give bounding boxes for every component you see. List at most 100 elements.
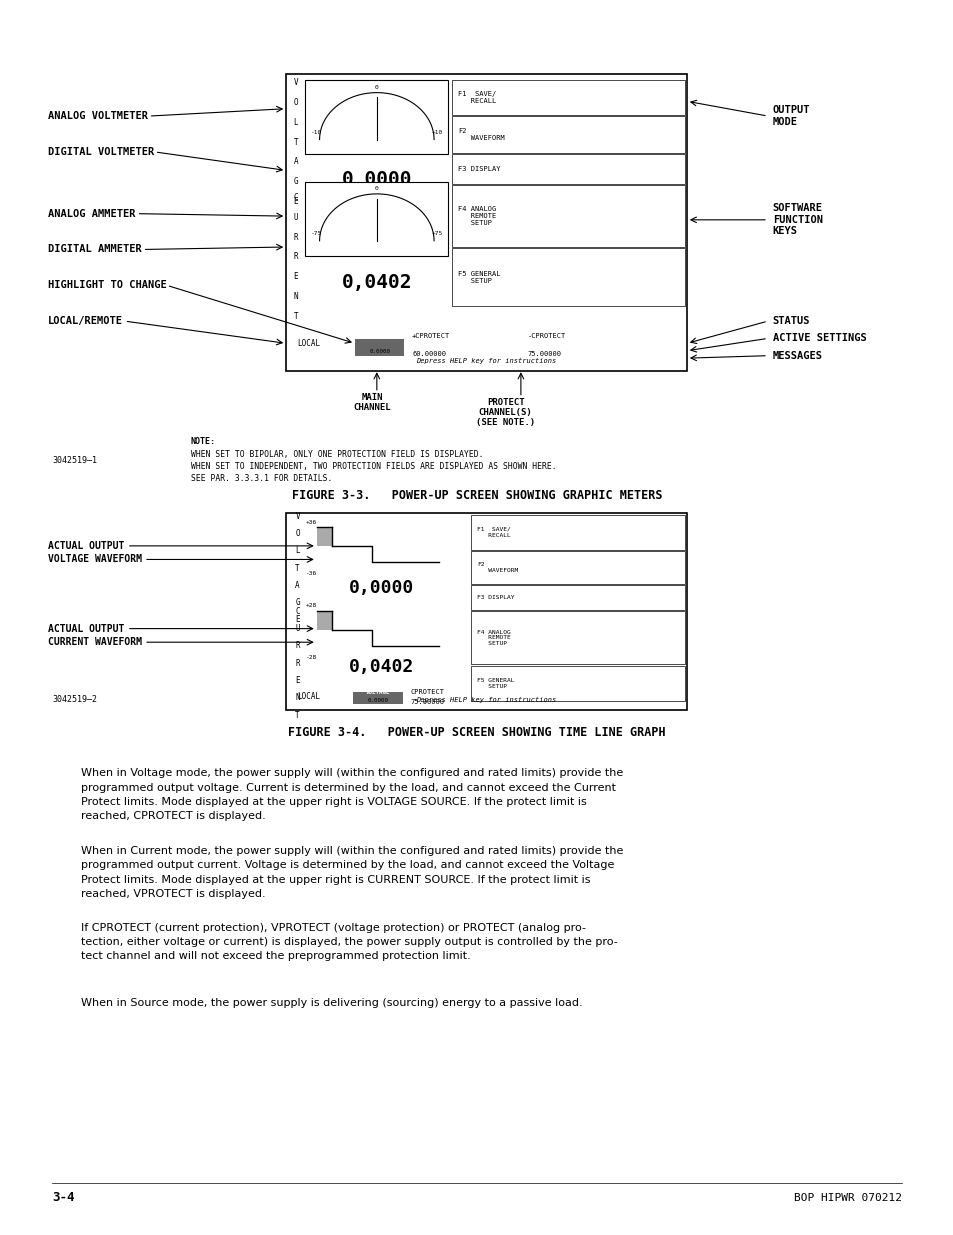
- Bar: [353, 692, 402, 704]
- Bar: [305, 80, 448, 154]
- Text: C: C: [294, 193, 297, 203]
- Text: T: T: [294, 137, 297, 147]
- Bar: [316, 611, 332, 630]
- Text: T: T: [295, 563, 299, 573]
- Text: When in Source mode, the power supply is delivering (sourcing) energy to a passi: When in Source mode, the power supply is…: [81, 998, 582, 1008]
- Text: VOLTAGE: VOLTAGE: [547, 89, 597, 101]
- Text: E: E: [295, 615, 299, 625]
- Text: If CPROTECT (current protection), VPROTECT (voltage protection) or PROTECT (anal: If CPROTECT (current protection), VPROTE…: [81, 923, 618, 961]
- Bar: [452, 185, 684, 247]
- Text: A: A: [294, 157, 297, 167]
- Text: 0.0000: 0.0000: [369, 350, 390, 354]
- Text: E: E: [294, 196, 297, 206]
- Text: 0.0000: 0.0000: [367, 698, 388, 703]
- Text: NOTE:: NOTE:: [191, 437, 215, 446]
- Text: +75: +75: [431, 231, 442, 236]
- Text: L: L: [294, 117, 297, 127]
- Text: V: V: [294, 78, 297, 88]
- Text: SEE PAR. 3.3.3.1 FOR DETAILS.: SEE PAR. 3.3.3.1 FOR DETAILS.: [191, 474, 332, 483]
- Text: PROTECT
CHANNEL(S)
(SEE NOTE.): PROTECT CHANNEL(S) (SEE NOTE.): [476, 398, 535, 427]
- Text: STATUS: STATUS: [772, 316, 809, 326]
- Text: When in Voltage mode, the power supply will (within the configured and rated lim: When in Voltage mode, the power supply w…: [81, 768, 622, 821]
- Text: SOFTWARE
FUNCTION
KEYS: SOFTWARE FUNCTION KEYS: [772, 204, 821, 236]
- Text: E: E: [294, 272, 297, 282]
- Text: F4 ANALOG
   REMOTE
   SETUP: F4 ANALOG REMOTE SETUP: [457, 206, 496, 226]
- Text: F5 GENERAL
   SETUP: F5 GENERAL SETUP: [476, 678, 514, 689]
- Text: E: E: [295, 676, 299, 685]
- Text: 0: 0: [375, 186, 378, 191]
- Text: R: R: [295, 641, 299, 651]
- Text: HIGHLIGHT TO CHANGE: HIGHLIGHT TO CHANGE: [48, 280, 166, 290]
- Text: -CPROTECT: -CPROTECT: [527, 333, 565, 340]
- Text: ACTIVE SETTINGS: ACTIVE SETTINGS: [772, 333, 865, 343]
- Text: CPROTECT: CPROTECT: [410, 689, 444, 695]
- Bar: [305, 182, 448, 256]
- Text: F1  SAVE/
   RECALL: F1 SAVE/ RECALL: [457, 91, 496, 104]
- Text: V: V: [295, 511, 299, 521]
- Bar: [471, 551, 684, 584]
- Text: T: T: [295, 710, 299, 720]
- Text: -28: -28: [306, 655, 317, 659]
- Text: 0: 0: [375, 85, 378, 90]
- Text: F2
   WAVEFORM: F2 WAVEFORM: [476, 562, 517, 573]
- Bar: [316, 527, 332, 546]
- Text: +36: +36: [306, 520, 317, 525]
- Text: 75.00000: 75.00000: [410, 699, 444, 705]
- Text: LOCAL: LOCAL: [297, 340, 320, 348]
- Text: R: R: [294, 232, 297, 242]
- Bar: [286, 513, 686, 710]
- Text: F3 DISPLAY: F3 DISPLAY: [457, 167, 500, 172]
- Bar: [452, 248, 684, 306]
- Text: VOLTAGE: VOLTAGE: [557, 521, 606, 534]
- Text: F3 DISPLAY: F3 DISPLAY: [476, 595, 514, 600]
- Text: ANALOG AMMETER: ANALOG AMMETER: [48, 209, 135, 219]
- Text: MAIN
CHANNEL: MAIN CHANNEL: [353, 393, 391, 412]
- Text: F5 GENERAL
   SETUP: F5 GENERAL SETUP: [457, 270, 500, 284]
- Text: 3042519–2: 3042519–2: [52, 694, 97, 704]
- Bar: [471, 666, 684, 701]
- Text: 0,0000: 0,0000: [341, 169, 412, 189]
- Text: 60.00000: 60.00000: [412, 351, 446, 357]
- Text: G: G: [294, 177, 297, 186]
- Text: OUTPUT
MODE: OUTPUT MODE: [772, 105, 809, 127]
- Text: ACTUAL OUTPUT: ACTUAL OUTPUT: [48, 541, 124, 551]
- Text: VOLTAGE: VOLTAGE: [367, 335, 392, 340]
- Text: R: R: [295, 658, 299, 668]
- Text: 3-4: 3-4: [52, 1192, 75, 1204]
- Text: O: O: [294, 98, 297, 107]
- Text: VOLTAGE WAVEFORM: VOLTAGE WAVEFORM: [48, 555, 142, 564]
- Text: SOURCE: SOURCE: [551, 105, 593, 117]
- Text: +28: +28: [306, 603, 317, 608]
- Text: L: L: [295, 546, 299, 556]
- Text: 0,0402: 0,0402: [349, 658, 414, 676]
- Text: FIGURE 3-3.   POWER-UP SCREEN SHOWING GRAPHIC METERS: FIGURE 3-3. POWER-UP SCREEN SHOWING GRAP…: [292, 489, 661, 503]
- Bar: [452, 154, 684, 184]
- Bar: [471, 515, 684, 550]
- Text: 75.00000: 75.00000: [527, 351, 561, 357]
- Text: BOP HIPWR 070212: BOP HIPWR 070212: [793, 1193, 901, 1203]
- Text: LOCAL/REMOTE: LOCAL/REMOTE: [48, 316, 123, 326]
- Text: F4 ANALOG
   REMOTE
   SETUP: F4 ANALOG REMOTE SETUP: [476, 630, 510, 646]
- Text: +10: +10: [431, 130, 442, 135]
- Text: ACTUAL OUTPUT: ACTUAL OUTPUT: [48, 624, 124, 634]
- Text: N: N: [295, 693, 299, 703]
- Text: CURRENT WAVEFORM: CURRENT WAVEFORM: [48, 637, 142, 647]
- Text: Depress HELP key for instructions: Depress HELP key for instructions: [416, 358, 557, 363]
- Bar: [471, 585, 684, 610]
- Text: -75: -75: [311, 231, 322, 236]
- Bar: [471, 611, 684, 664]
- Text: C: C: [295, 606, 299, 616]
- Text: -36: -36: [306, 571, 317, 576]
- Text: F2
   WAVEFORM: F2 WAVEFORM: [457, 128, 504, 141]
- Text: A: A: [295, 580, 299, 590]
- Text: -10: -10: [311, 130, 322, 135]
- Bar: [452, 80, 684, 115]
- Text: FIGURE 3-4.   POWER-UP SCREEN SHOWING TIME LINE GRAPH: FIGURE 3-4. POWER-UP SCREEN SHOWING TIME…: [288, 726, 665, 740]
- Text: DIGITAL AMMETER: DIGITAL AMMETER: [48, 245, 141, 254]
- Text: T: T: [294, 311, 297, 321]
- Text: WHEN SET TO INDEPENDENT, TWO PROTECTION FIELDS ARE DISPLAYED AS SHOWN HERE.: WHEN SET TO INDEPENDENT, TWO PROTECTION …: [191, 462, 556, 471]
- Text: MESSAGES: MESSAGES: [772, 351, 821, 361]
- Text: LOCAL: LOCAL: [297, 692, 320, 701]
- Bar: [452, 116, 684, 153]
- Bar: [286, 74, 686, 370]
